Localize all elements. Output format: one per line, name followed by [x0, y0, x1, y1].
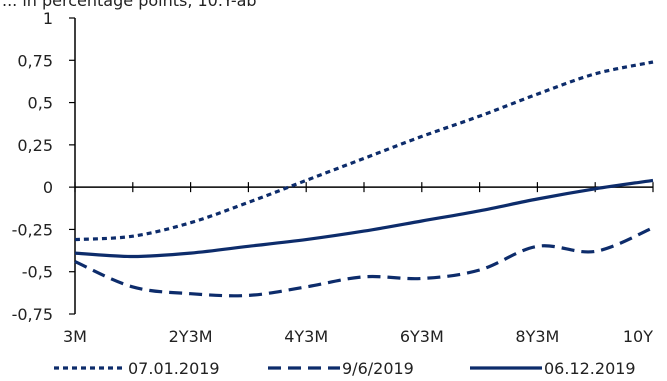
legend: 07.01.2019 9/6/2019 06.12.2019 [54, 359, 636, 378]
x-tick-label: 4Y3M [284, 327, 328, 346]
chart-subtitle: ... in percentage points, 10.Y-ab [2, 0, 257, 10]
x-tick-label: 8Y3M [515, 327, 559, 346]
y-tick-label: 1 [43, 9, 53, 28]
y-tick-label: 0,75 [17, 51, 53, 70]
legend-label-3: 06.12.2019 [544, 359, 636, 378]
legend-label-2: 9/6/2019 [342, 359, 414, 378]
x-tick-label: 2Y3M [169, 327, 213, 346]
y-tick-label: -0,5 [22, 263, 53, 282]
series-line-1 [74, 60, 654, 242]
x-tick-label: 10Y [623, 327, 653, 346]
y-axis: 1 0,75 0,5 0,25 0 -0,25 -0,5 -0,75 [12, 9, 76, 324]
x-axis: 3M 2Y3M 4Y3M 6Y3M 8Y3M 10Y [63, 182, 654, 346]
y-tick-label: -0,75 [12, 305, 53, 324]
x-tick-label: 3M [63, 327, 87, 346]
y-tick-label: 0 [43, 178, 53, 197]
x-tick-label: 6Y3M [400, 327, 444, 346]
series-line-2 [74, 226, 654, 298]
series-layer [74, 60, 654, 298]
legend-label-1: 07.01.2019 [128, 359, 220, 378]
y-tick-label: 0,25 [17, 136, 53, 155]
y-tick-label: -0,25 [12, 220, 53, 239]
series-line-3 [74, 178, 654, 259]
y-tick-label: 0,5 [28, 94, 53, 113]
